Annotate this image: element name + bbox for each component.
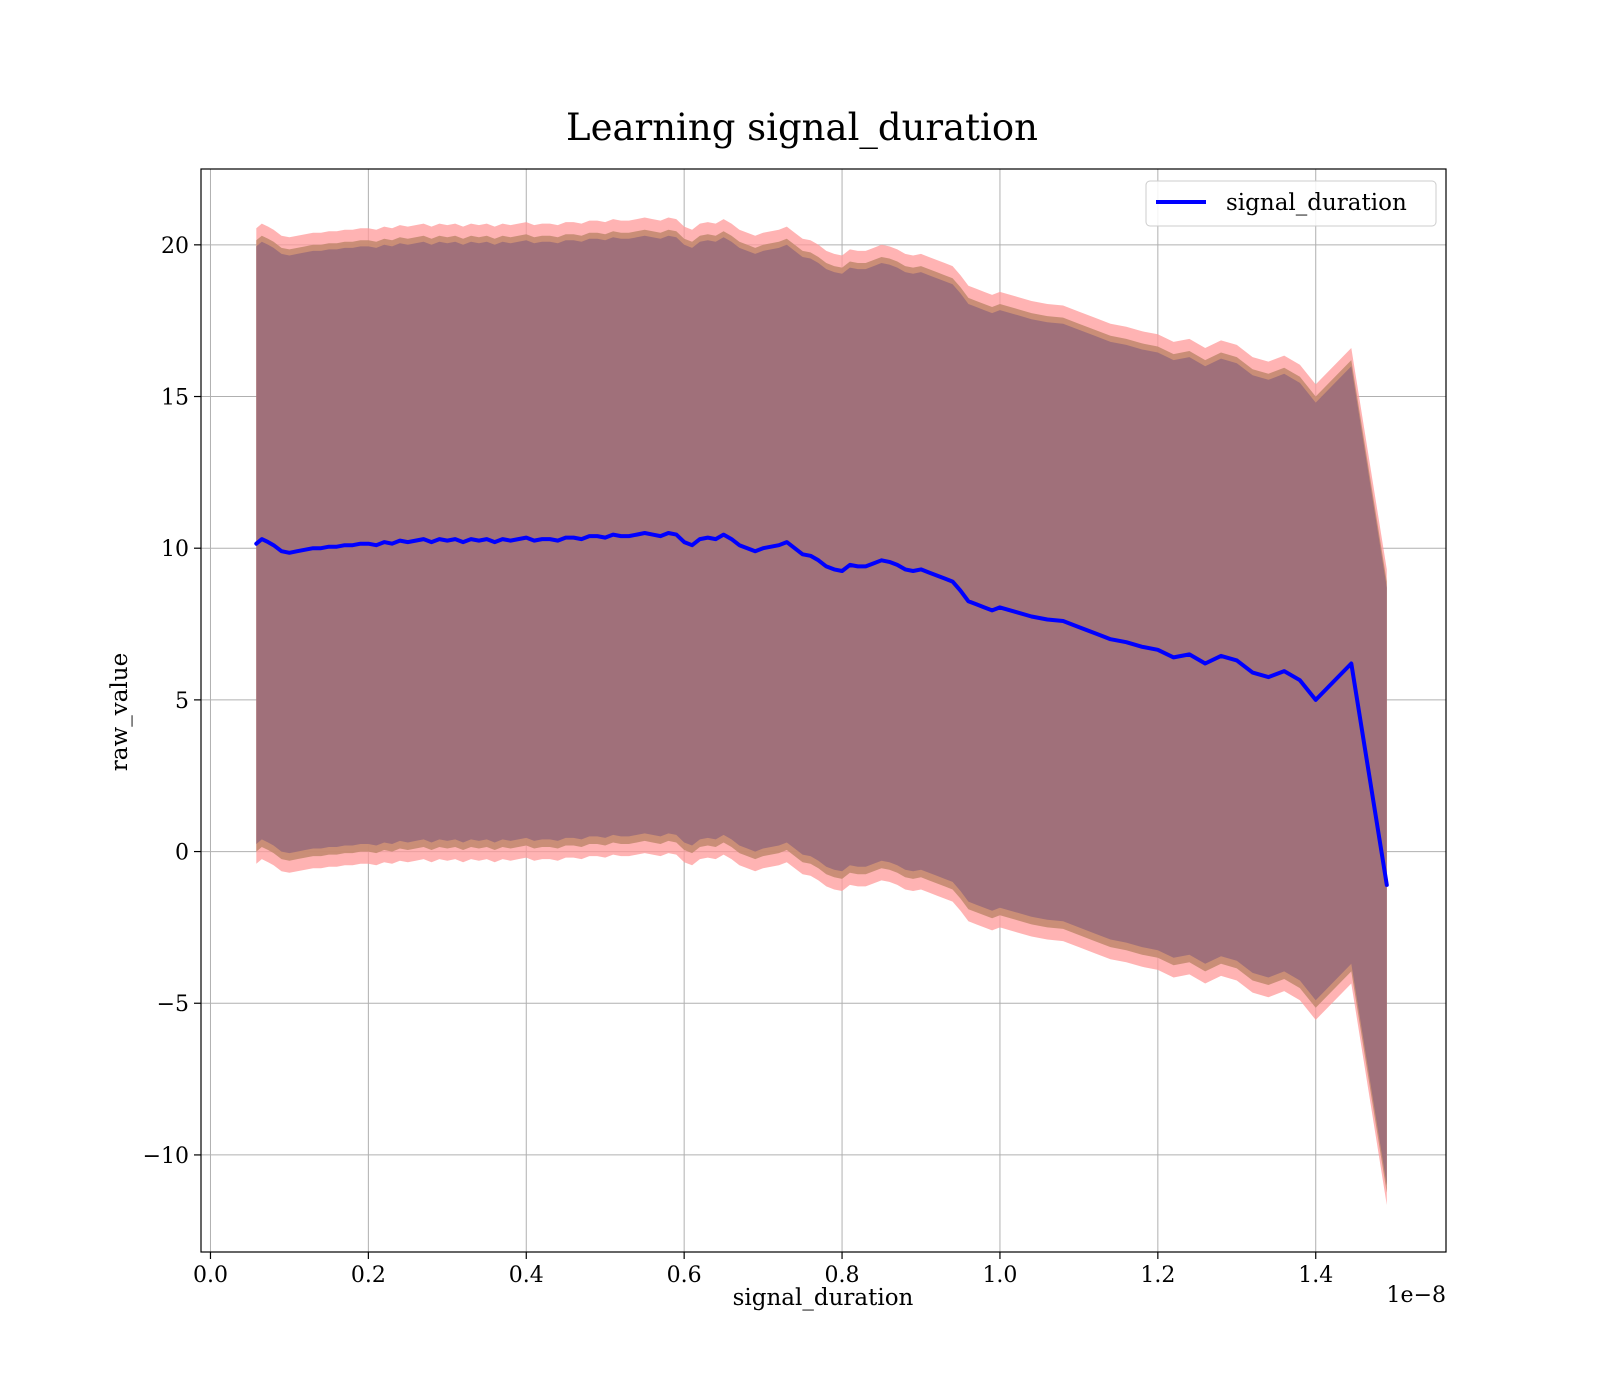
plot-area-frame xyxy=(200,168,1447,1253)
chart-title: Learning signal_duration xyxy=(566,106,1038,150)
x-tick-label: 0.4 xyxy=(509,1263,544,1288)
x-axis-offset-label: 1e−8 xyxy=(1387,1283,1446,1308)
series-line-signal-duration xyxy=(254,531,1389,887)
x-axis-label: signal_duration xyxy=(733,1285,914,1311)
y-tick-label: −5 xyxy=(157,992,189,1017)
x-tick-label: 0.6 xyxy=(667,1263,702,1288)
legend-box xyxy=(1145,180,1437,227)
legend: signal_duration xyxy=(1145,180,1437,227)
x-tick-label: 1.2 xyxy=(1140,1263,1175,1288)
std-band-3 xyxy=(256,235,1387,1186)
x-tick-label: 1.4 xyxy=(1298,1263,1333,1288)
y-tick-label: 5 xyxy=(175,689,189,714)
x-tick-label: 1.0 xyxy=(982,1263,1017,1288)
y-tick-label: −10 xyxy=(143,1144,189,1169)
y-axis-ticks: −10 −5 0 5 10 15 20 xyxy=(143,234,201,1169)
y-tick-label: 15 xyxy=(161,386,189,411)
y-tick-label: 20 xyxy=(161,234,189,259)
x-tick-label: 0.8 xyxy=(825,1263,860,1288)
legend-label: signal_duration xyxy=(1226,190,1407,216)
x-tick-label: 0.0 xyxy=(193,1263,228,1288)
y-axis-label: raw_value xyxy=(107,653,133,771)
x-tick-label: 0.2 xyxy=(351,1263,386,1288)
series-lines xyxy=(254,531,1389,887)
x-axis-ticks: 0.0 0.2 0.4 0.6 0.8 1.0 1.2 1.4 xyxy=(193,1252,1333,1288)
y-tick-label: 0 xyxy=(175,841,189,866)
confidence-bands xyxy=(256,217,1387,1205)
y-tick-label: 10 xyxy=(161,537,189,562)
